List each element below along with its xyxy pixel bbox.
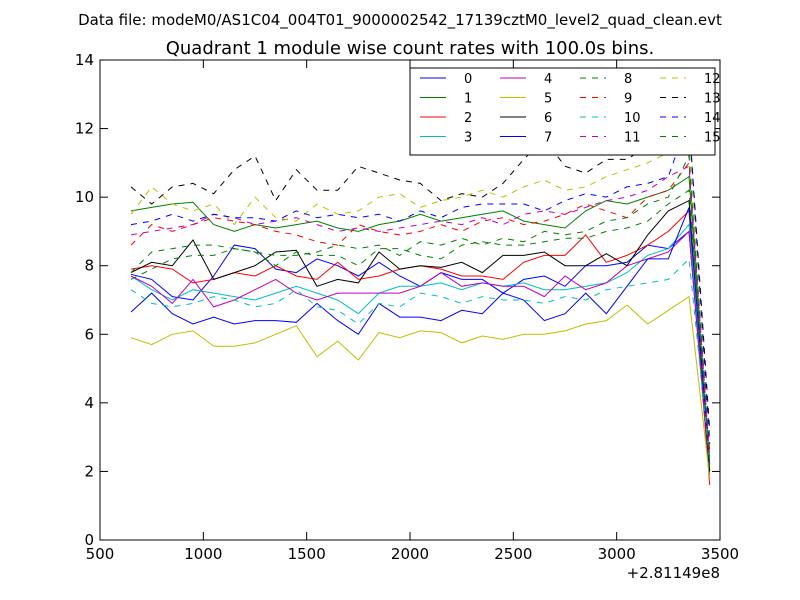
legend-label-5: 5: [544, 92, 552, 107]
y-tick-label: 4: [84, 394, 94, 412]
series-line-15: [130, 154, 711, 465]
legend-label-4: 4: [544, 72, 552, 87]
legend-label-11: 11: [624, 131, 641, 146]
legend-label-9: 9: [624, 92, 632, 107]
series-line-11: [130, 165, 711, 458]
y-tick-label: 6: [84, 325, 94, 343]
y-tick-label: 2: [84, 462, 94, 480]
legend-label-8: 8: [624, 72, 632, 87]
legend-label-0: 0: [464, 72, 472, 87]
legend-label-10: 10: [624, 111, 641, 126]
legend-label-2: 2: [464, 111, 472, 126]
axes: 500 1000 1500 2000 2500 3000 350002468101214+2…: [75, 51, 739, 582]
series-line-1: [130, 175, 711, 472]
x-tick-label: 500: [86, 545, 115, 563]
x-tick-label: 3000: [598, 545, 636, 563]
x-tick-label: 1500: [288, 545, 326, 563]
series-line-2: [130, 209, 711, 486]
series-line-10: [130, 257, 711, 462]
series-line-13: [130, 117, 711, 431]
legend-label-14: 14: [704, 111, 721, 126]
y-tick-label: 10: [75, 188, 94, 206]
legend-label-6: 6: [544, 111, 552, 126]
series-lines: [130, 117, 711, 486]
series-line-8: [130, 189, 711, 472]
series-line-14: [130, 118, 711, 445]
legend-label-15: 15: [704, 131, 721, 146]
chart-title: Quadrant 1 module wise count rates with …: [166, 38, 655, 59]
legend-label-7: 7: [544, 131, 552, 146]
legend-label-12: 12: [704, 72, 721, 87]
x-tick-label: 2500: [494, 545, 532, 563]
y-tick-label: 0: [84, 531, 94, 549]
series-line-4: [130, 230, 711, 475]
series-line-9: [130, 161, 711, 451]
y-tick-label: 12: [75, 120, 94, 138]
legend-label-1: 1: [464, 92, 472, 107]
legend-label-13: 13: [704, 92, 721, 107]
series-line-6: [130, 199, 711, 472]
data-file-label: Data file: modeM0/AS1C04_004T01_90000025…: [78, 11, 722, 30]
series-line-3: [130, 223, 711, 458]
x-tick-label: 3500: [701, 545, 739, 563]
y-tick-label: 8: [84, 257, 94, 275]
series-line-7: [130, 207, 711, 465]
legend-label-3: 3: [464, 131, 472, 146]
series-line-5: [130, 295, 711, 479]
y-tick-label: 14: [75, 51, 94, 69]
series-line-12: [130, 141, 711, 438]
legend-box: [409, 67, 716, 156]
series-line-0: [130, 230, 711, 479]
x-offset-label: +2.81149e8: [627, 564, 720, 582]
x-tick-label: 1000: [184, 545, 222, 563]
x-tick-label: 2000: [391, 545, 429, 563]
